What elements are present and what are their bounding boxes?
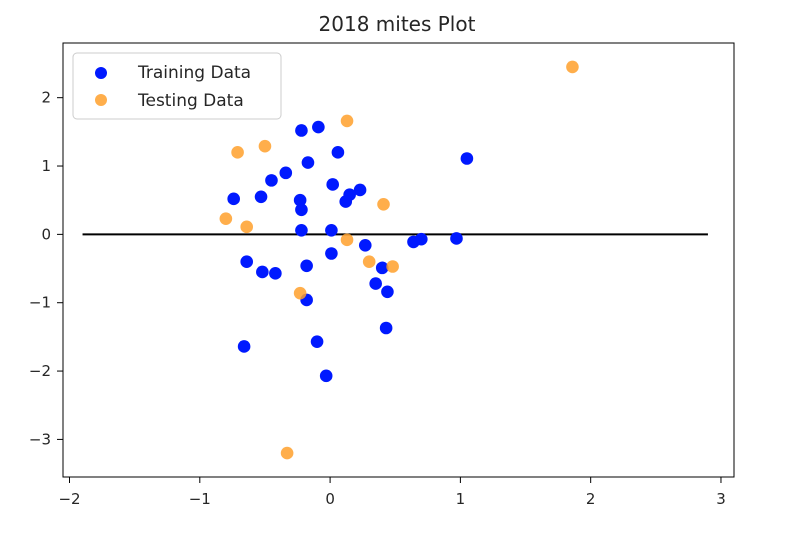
data-point [362,255,376,269]
data-points [219,60,579,460]
data-point [415,232,428,246]
x-tick-label: −2 [58,490,80,508]
x-tick-label: 2 [586,490,596,508]
data-point [300,259,313,273]
data-point [310,335,324,348]
data-point [325,247,338,260]
legend-box [72,52,282,120]
data-point [258,139,272,153]
data-point [301,156,315,169]
legend: Training Data Testing Data [72,52,282,120]
data-point [256,265,269,279]
chart-title: 2018 mites Plot [319,12,476,36]
data-point [339,195,353,208]
y-tick-label: −1 [29,294,51,312]
x-tick-label: 3 [716,490,726,508]
y-tick-label: −2 [29,362,51,380]
data-point [231,146,244,159]
y-tick-label: 1 [41,157,51,175]
data-point [295,124,308,137]
y-tick-label: −3 [29,430,51,448]
x-tick-label: 1 [456,490,466,508]
data-point [280,446,294,460]
data-point [379,321,393,335]
data-point [237,340,251,353]
data-point [566,60,579,74]
data-point [377,197,390,211]
data-point [240,255,254,269]
legend-label-testing: Testing Data [137,91,244,111]
data-point [369,277,382,290]
data-point [375,261,389,275]
series-training [227,120,474,383]
data-point [319,369,333,383]
data-point [265,174,278,187]
data-point [293,193,307,207]
axes-ticks: −2 −1 0 1 2 3 −3 −2 −1 0 1 2 [29,89,726,508]
data-point [331,146,345,159]
data-point [460,152,474,165]
legend-marker-training [95,67,107,79]
series-testing [219,60,579,460]
data-point [240,220,254,234]
data-point [325,223,338,237]
data-point [227,192,240,206]
data-point [340,114,354,128]
data-point [219,212,233,225]
data-point [381,285,394,299]
data-point [269,267,282,280]
x-tick-label: 0 [325,490,335,508]
data-point [295,203,308,217]
data-point [353,183,367,197]
x-tick-label: −1 [189,490,211,508]
data-point [340,233,354,247]
y-tick-label: 2 [41,89,51,107]
data-point [386,260,399,273]
data-point [326,178,340,191]
y-tick-label: 0 [41,225,51,243]
legend-label-training: Training Data [137,63,251,83]
data-point [279,166,293,180]
data-point [450,232,463,245]
data-point [293,286,307,300]
data-point [295,223,308,237]
data-point [358,239,372,252]
legend-marker-testing [95,94,107,106]
plot-frame [62,42,735,478]
data-point [312,120,325,134]
data-point [254,190,268,204]
